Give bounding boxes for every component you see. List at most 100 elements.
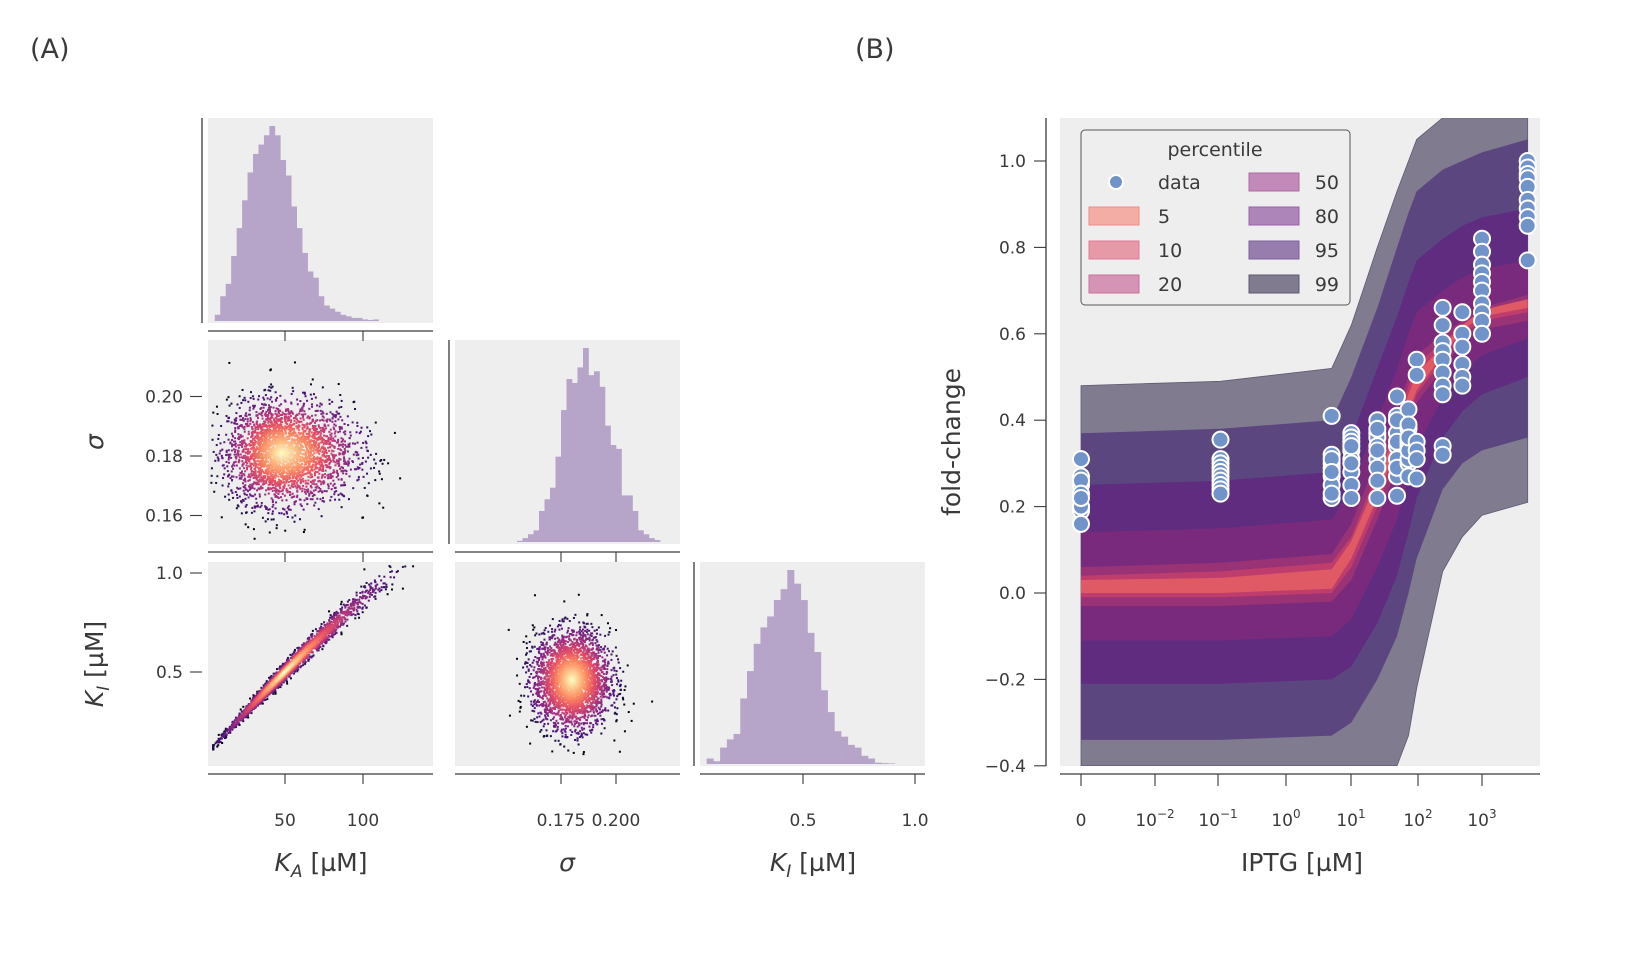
scatter-point [290, 480, 293, 483]
scatter-point [281, 457, 284, 460]
scatter-point [225, 449, 228, 452]
scatter-point [283, 471, 286, 474]
scatter-point [289, 441, 292, 444]
scatter-point [325, 630, 328, 633]
scatter-point [313, 431, 316, 434]
scatter-point [234, 430, 237, 433]
scatter-point [324, 459, 327, 462]
scatter-point [265, 414, 268, 417]
scatter-point [327, 629, 330, 632]
scatter-point [340, 427, 343, 430]
scatter-point [299, 450, 302, 453]
scatter-point [328, 462, 331, 465]
scatter-point [287, 467, 290, 470]
scatter-point [244, 418, 247, 421]
scatter-point [261, 417, 264, 420]
scatter-point [251, 462, 254, 465]
scatter-point [260, 478, 263, 481]
scatter-point [279, 667, 282, 670]
scatter-point [309, 393, 312, 396]
scatter-point [271, 413, 274, 416]
scatter-point [369, 587, 372, 590]
scatter-point [318, 486, 321, 489]
scatter-point [291, 456, 294, 459]
scatter-point [256, 690, 259, 693]
scatter-point [365, 442, 368, 445]
scatter-point [264, 450, 267, 453]
scatter-point [311, 638, 314, 641]
scatter-point [247, 400, 250, 403]
scatter-point [335, 625, 338, 628]
scatter-point [341, 440, 344, 443]
scatter-point [238, 406, 241, 409]
scatter-point [210, 474, 213, 477]
scatter-point [258, 478, 261, 481]
scatter-point [269, 429, 272, 432]
scatter-point [347, 464, 350, 467]
scatter-point [261, 414, 264, 417]
scatter-point [234, 448, 237, 451]
scatter-point [241, 460, 244, 463]
scatter-point [212, 411, 215, 414]
scatter-point [300, 665, 303, 668]
scatter-point [306, 399, 309, 402]
scatter-point [356, 424, 359, 427]
scatter-point [296, 414, 299, 417]
scatter-point [308, 636, 311, 639]
scatter-point [293, 455, 296, 458]
scatter-point [315, 483, 318, 486]
scatter-point [216, 413, 219, 416]
scatter-point [331, 454, 334, 457]
scatter-point [236, 493, 239, 496]
scatter-point [356, 479, 359, 482]
scatter-point [228, 404, 231, 407]
scatter-point [274, 421, 277, 424]
scatter-point [271, 459, 274, 462]
scatter-point [247, 465, 250, 468]
scatter-point [384, 588, 387, 591]
scatter-point [350, 607, 353, 610]
scatter-point [337, 478, 340, 481]
scatter-point [338, 444, 341, 447]
scatter-point [317, 444, 320, 447]
scatter-point [253, 474, 256, 477]
scatter-point [294, 445, 297, 448]
scatter-point [331, 400, 334, 403]
scatter-point [284, 409, 287, 412]
scatter-point [277, 433, 280, 436]
scatter-point [255, 477, 258, 480]
scatter-point [242, 456, 245, 459]
scatter-point [345, 445, 348, 448]
scatter-point [230, 489, 233, 492]
scatter-point [330, 631, 333, 634]
scatter-point [246, 490, 249, 493]
scatter-point [268, 465, 271, 468]
scatter-point [309, 484, 312, 487]
scatter-point [276, 464, 279, 467]
scatter-point [243, 425, 246, 428]
scatter-point [308, 423, 311, 426]
scatter-point [338, 428, 341, 431]
scatter-point [361, 461, 364, 464]
scatter-point [249, 465, 252, 468]
scatter-point [279, 461, 282, 464]
scatter-point [254, 429, 257, 432]
scatter-point [319, 438, 322, 441]
scatter-point [306, 467, 309, 470]
scatter-point [352, 453, 355, 456]
scatter-point [274, 410, 277, 413]
scatter-point [273, 493, 276, 496]
scatter-point [291, 483, 294, 486]
scatter-point [274, 391, 277, 394]
scatter-point [329, 472, 332, 475]
scatter-point [268, 677, 271, 680]
scatter-point [310, 473, 313, 476]
scatter-point [354, 614, 357, 617]
scatter-point [293, 361, 296, 364]
scatter-point [271, 505, 274, 508]
scatter-point [299, 439, 302, 442]
scatter-point [297, 440, 300, 443]
scatter-point [294, 462, 297, 465]
scatter-point [235, 453, 238, 456]
scatter-point [310, 383, 313, 386]
